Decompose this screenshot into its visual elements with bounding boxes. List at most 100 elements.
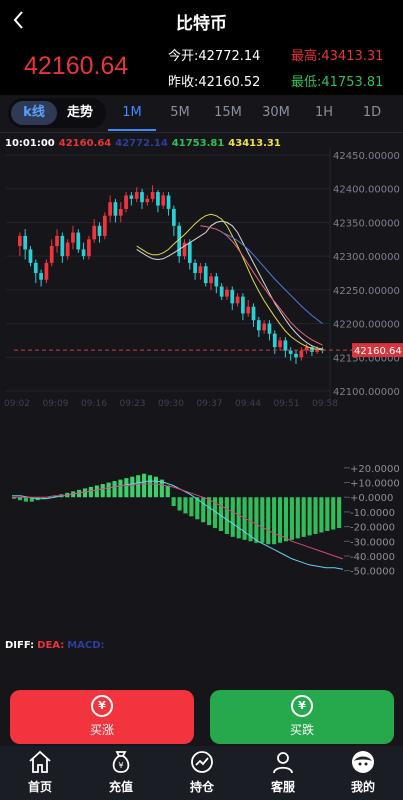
x-tick-label: 09:16 [81,399,107,409]
macd-histogram-bar [171,497,176,507]
nav-home[interactable]: 首页 [0,746,80,800]
candle-body [140,192,144,203]
macd-histogram-bar [277,497,283,543]
high-value: 43413.31 [321,49,384,64]
candle-body [203,266,208,284]
candle-body [44,262,49,280]
trade-actions: ¥ 买涨 ¥ 买跌 [0,683,403,746]
person-icon [273,752,293,774]
buy-up-label: 买涨 [89,723,114,737]
svg-text:¥: ¥ [118,761,123,770]
last-price-tag-label: 42160.64 [354,346,402,357]
macd-histogram-bar [177,497,182,511]
chart-area[interactable]: 42450.00000 42400.00000 42350.00000 42300.0… [0,134,403,682]
macd-histogram-bar [88,486,93,498]
low-value: 41753.81 [321,75,384,90]
legend-low: 41753.81 [171,138,225,149]
candle-body [161,195,166,206]
candle-body [118,208,123,216]
candle-body [246,306,251,314]
home-icon [29,750,51,773]
candle-body [102,215,107,236]
nav-recharge[interactable]: ¥ 充值 [81,746,161,800]
ma-line-pink [200,225,323,346]
back-button[interactable] [6,6,34,34]
candle-body [288,350,293,354]
x-tick-label: 09:23 [120,399,146,409]
period-tab-15m[interactable]: 15M [214,105,242,120]
candle-body [87,239,91,257]
candle-body [18,235,22,247]
macd-histogram-bar [142,473,147,498]
y-tick-label: 42400.00000 [333,185,400,196]
high-label: 最高: [291,49,322,64]
candle-body [214,276,219,287]
top-bar: 比特币 [0,0,403,40]
ma-line-white [136,220,323,350]
candle-body [55,235,59,247]
nav-mine[interactable]: 我的 [323,746,403,800]
candle-body [124,195,128,209]
candle-body [272,333,277,348]
bottom-nav: 首页 ¥ 充值 持仓 客服 我的 [0,746,403,800]
kline-chart[interactable]: 42450.00000 42400.00000 42350.00000 42300.0… [0,134,403,682]
macd-histogram-bar [230,497,235,537]
candle-body [150,192,155,199]
prev-label: 昨收: [168,75,199,90]
yen-icon: ¥ [91,695,113,717]
nav-service[interactable]: 客服 [243,746,323,800]
legend-time: 10:01:00 [5,138,55,149]
page-title: 比特币 [176,14,227,34]
candle-body [294,353,298,358]
nav-label-home: 首页 [27,780,52,794]
macd-histogram-bar [147,475,153,498]
macd-histogram-bar [29,497,34,502]
candle-body [262,323,266,331]
x-tick-label: 09:02 [4,399,30,409]
open-cell: 今开:42772.14 [168,45,260,64]
macd-legend-dea: DEA: [37,640,65,651]
period-tab-1d[interactable]: 1D [362,105,382,120]
macd-histogram-bar [248,497,253,542]
period-tab-1m[interactable]: 1M [122,105,142,120]
y-tick-label: 42450.00000 [333,151,400,162]
candle-body [65,242,70,257]
buy-up-button[interactable]: ¥ 买涨 [10,690,194,744]
macd-histogram-bar [289,497,294,540]
macd-histogram-bar [82,488,88,498]
macd-histogram-bar [236,497,241,539]
candle-body [256,320,261,331]
prev-cell: 昨收:42160.52 [168,71,260,90]
candle-body [278,340,282,348]
macd-tick-label: +20.0000 [350,464,400,475]
tab-trend[interactable]: 走势 [66,105,93,120]
candle-body [33,262,38,273]
yen-icon: ¥ [291,695,313,717]
x-tick-label: 09:58 [312,399,338,409]
legend-high: 43413.31 [228,138,281,149]
nav-positions[interactable]: 持仓 [162,746,242,800]
buy-down-button[interactable]: ¥ 买跌 [210,690,394,744]
candle-body [145,198,150,203]
candle-body [187,242,192,263]
period-tab-1h[interactable]: 1H [314,105,334,120]
period-tab-5m[interactable]: 5M [170,105,190,120]
current-price: 42160.64 [24,52,129,80]
macd-histogram-bar [212,497,218,529]
x-tick-label: 09:37 [197,399,223,409]
macd-histogram-bar [337,497,342,529]
candle-body [193,262,197,273]
candle-body [209,276,213,284]
period-tab-30m[interactable]: 30M [262,105,290,120]
open-value: 42772.14 [198,49,261,64]
macd-histogram-bar [201,497,206,523]
candle-body [134,192,139,199]
candle-body [113,202,118,216]
macd-histogram-bar [17,497,23,501]
y-tick-label: 42350.00000 [333,218,400,229]
macd-histogram-bar [189,497,194,517]
tab-kline[interactable]: k线 [11,101,57,125]
macd-histogram-bar [319,497,324,533]
y-tick-label: 42250.00000 [333,286,400,297]
macd-histogram-bar [295,497,300,539]
